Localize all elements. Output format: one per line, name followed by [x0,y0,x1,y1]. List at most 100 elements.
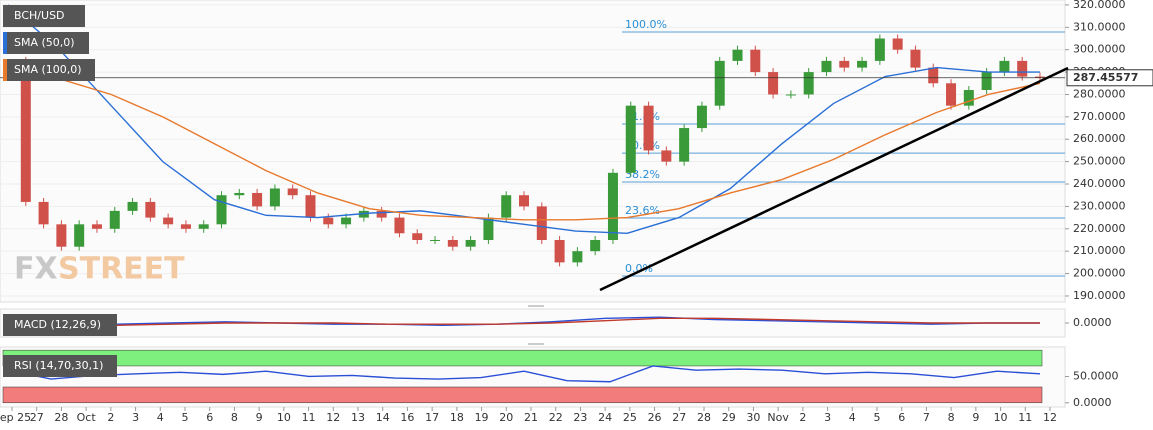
y-tick-label: 250.0000 [1073,155,1126,168]
watermark: STREET [58,252,185,287]
band [2,386,1043,404]
candle [252,192,263,207]
candle [465,239,476,247]
candle [163,217,174,225]
x-tick-label: 19 [475,411,489,424]
candle [785,94,796,96]
candle [180,224,191,229]
x-tick-label: 6 [898,411,905,424]
y-tick-label: 210.0000 [1073,244,1126,257]
legend-box [3,5,85,27]
x-tick-label: 3 [824,411,831,424]
x-tick-label: 27 [672,411,686,424]
x-tick-label: 9 [972,411,979,424]
legend-label: SMA (100,0) [14,63,82,76]
candle [287,188,298,196]
candle [234,192,245,196]
x-tick-label: 21 [524,411,538,424]
y-tick-label: 300.0000 [1073,43,1126,56]
trend-line [599,66,1069,292]
y-tick-label: 260.0000 [1073,132,1126,145]
x-tick-label: Sep 25 [0,411,31,424]
candle [928,67,939,84]
price-tag [1066,69,1153,87]
candle [803,72,814,95]
x-tick-label: 13 [351,411,365,424]
candle [20,60,31,202]
legend-label: MACD (12,26,9) [14,318,101,331]
candle [750,49,761,73]
x-tick-label: 4 [849,411,856,424]
candle [1035,76,1045,78]
x-tick-label: Nov [767,411,789,424]
candle [198,224,209,229]
legend-box [3,314,117,336]
x-tick-label: 5 [874,411,881,424]
x-tick-label: 30 [746,411,760,424]
y-tick-label: 190.0000 [1073,289,1126,302]
y-tick-label: 0.0000 [1073,316,1112,329]
candle [874,38,885,61]
candle [216,195,227,225]
candle [696,105,707,129]
candle [643,105,654,151]
candle [38,201,49,225]
x-tick-label: 25 [623,411,637,424]
candle [768,72,779,95]
legend-swatch [3,59,7,81]
candle [341,217,352,225]
x-tick-label: 18 [450,411,464,424]
x-tick-label: 4 [157,411,164,424]
candle [376,210,387,218]
y-tick-label: 310.0000 [1073,20,1126,33]
candle [74,224,85,247]
candle [857,60,868,68]
x-tick-label: 2 [107,411,114,424]
x-tick-label: 27 [30,411,44,424]
candle [305,195,316,218]
y-tick-label: 270.0000 [1073,110,1126,123]
legend-label: SMA (50,0) [14,36,75,49]
x-tick-label: 23 [573,411,587,424]
legend-box [3,59,95,81]
x-tick-label: 7 [923,411,930,424]
candle [519,195,529,207]
candle [661,150,672,162]
x-tick-label: 28 [54,411,68,424]
candle [269,188,280,207]
x-tick-label: 6 [206,411,213,424]
x-tick-label: 9 [256,411,263,424]
candle [554,239,565,263]
x-tick-label: 8 [231,411,238,424]
candle [501,195,512,218]
candle [590,239,601,252]
candle [839,60,850,68]
price-label: 287.45577 [1073,71,1138,84]
data-layer: 287.45577 [0,4,1153,383]
y-tick-label: 320.0000 [1073,0,1126,11]
candle [714,60,725,106]
candle [981,72,992,90]
fib-label: 0.0% [625,262,653,275]
x-tick-label: Oct [77,411,97,424]
candle [607,172,618,240]
candle [483,217,494,240]
y-tick-label: 220.0000 [1073,222,1126,235]
candle [946,83,957,106]
x-tick-label: 2 [799,411,806,424]
x-tick-label: 29 [722,411,736,424]
x-tick-label: 5 [182,411,189,424]
candle [536,206,547,240]
candle [821,60,832,73]
candle [430,239,441,241]
legend-swatch [3,32,7,54]
candle [145,201,156,218]
x-tick-label: 3 [132,411,139,424]
candle [910,49,921,68]
x-tick-label: 28 [697,411,711,424]
x-tick-label: 16 [400,411,414,424]
candle [394,217,405,234]
x-tick-label: 17 [425,411,439,424]
candle [127,201,138,211]
candle [412,233,423,240]
